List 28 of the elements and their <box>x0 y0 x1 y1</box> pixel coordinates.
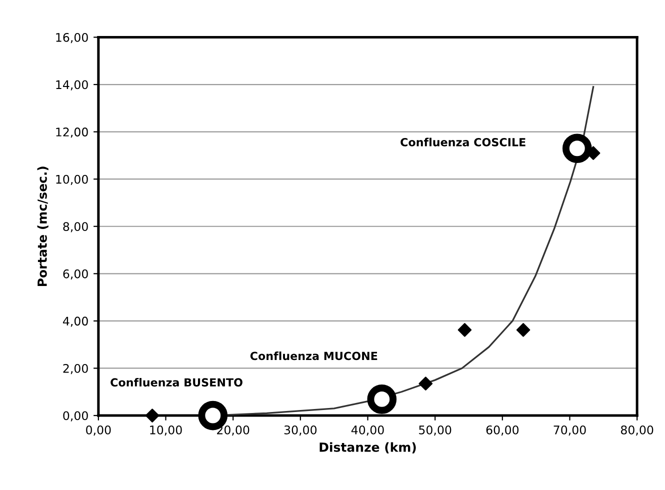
y-tick-label: 6,00 <box>63 269 88 280</box>
x-tick-label: 10,00 <box>150 425 182 436</box>
y-tick-label: 10,00 <box>56 174 88 185</box>
x-tick-label: 40,00 <box>351 425 384 436</box>
x-tick-label: 60,00 <box>486 425 519 436</box>
x-tick-label: 30,00 <box>284 425 317 436</box>
point <box>145 408 160 422</box>
y-tick-label: 8,00 <box>63 222 88 232</box>
y-tick-label: 4,00 <box>62 316 88 327</box>
point <box>562 134 592 164</box>
x-tick-label: 0,00 <box>86 425 111 436</box>
y-axis-title: Portate (mc/sec.) <box>37 166 48 286</box>
x-tick-label: 70,00 <box>554 425 586 436</box>
point <box>418 376 433 391</box>
point <box>458 323 472 337</box>
y-tick-label: 2,00 <box>63 364 88 374</box>
annotation: Confluenza BUSENTO <box>110 378 242 387</box>
y-tick-label: 0,00 <box>63 411 88 422</box>
point <box>367 384 397 414</box>
y-tick-label: 16,00 <box>56 32 88 44</box>
y-tick-label: 14,00 <box>56 80 88 90</box>
annotation: Confluenza MUCONE <box>250 352 378 360</box>
x-axis-title: Distanze (km) <box>320 442 416 454</box>
x-tick-label: 50,00 <box>419 425 452 436</box>
x-tick-label: 80,00 <box>620 425 654 436</box>
y-tick-label: 12,00 <box>56 128 88 138</box>
annotation: Confluenza COSCILE <box>400 138 526 146</box>
point <box>516 323 530 337</box>
